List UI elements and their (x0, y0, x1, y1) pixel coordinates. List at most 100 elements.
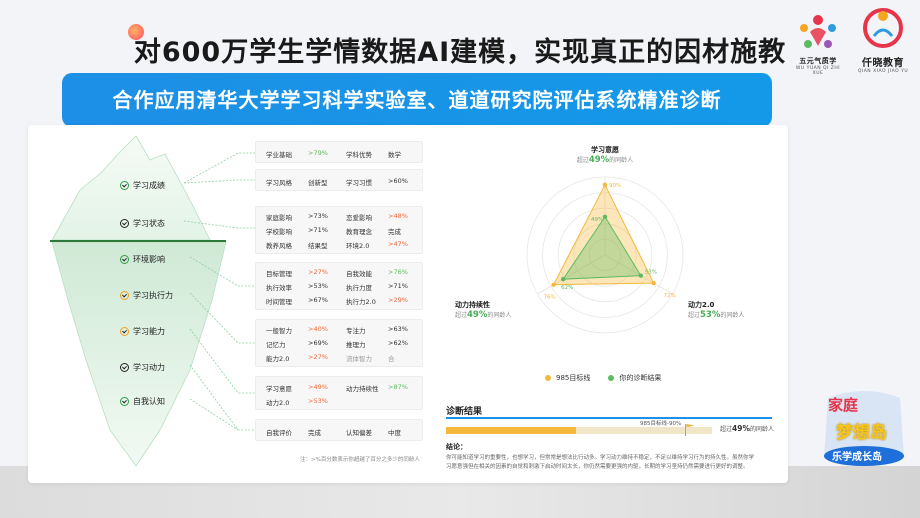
check-circle-icon (120, 181, 129, 190)
metric-value: >73% (308, 212, 328, 220)
check-circle-icon (120, 327, 129, 336)
radar-result-label: 49% (591, 217, 603, 223)
thumb-icon (120, 255, 129, 264)
iceberg-label: 环境影响 (133, 255, 165, 264)
metric-group-6: 学习意愿 >49% 动力持续性 >87% 动力2.0 >53% (255, 376, 423, 410)
radar-result-label: 62% (561, 285, 573, 291)
metric-value: >67% (308, 296, 328, 304)
metric-value: 完成 (308, 429, 321, 437)
iceberg-label: 学习成绩 (133, 181, 165, 190)
metric-label: 记忆力 (266, 341, 286, 349)
metric-label: 动力持续性 (346, 385, 379, 393)
diagnosis-title: 诊断结果 (446, 407, 483, 417)
metric-label: 专注力 (346, 327, 366, 335)
radar-target-label: 76% (544, 295, 556, 301)
page-title: 对600万学生学情数据AI建模，实现真正的因材施教 (133, 37, 787, 68)
check-circle-icon (120, 291, 129, 300)
metric-label: 环境2.0 (346, 242, 370, 250)
metric-label: 学校影响 (266, 228, 292, 236)
radar-axis-left-label: 动力持续性 超过49%的同龄人 (455, 300, 511, 320)
qianxiao-logo-icon (863, 8, 903, 48)
radar-result-point (638, 273, 644, 278)
iceberg-label: 学习执行力 (133, 291, 173, 300)
radar-result-polygon (562, 215, 642, 280)
metric-label: 目标管理 (266, 270, 292, 278)
metric-value: >53% (308, 397, 328, 405)
radar-result-point (560, 276, 566, 282)
conclusion-title: 结论： (446, 443, 467, 451)
wuyuan-logo-name: 五元气质学 (799, 57, 837, 65)
qianxiao-logo-sub: QIAN XIAO JIAO YU (857, 69, 909, 74)
metric-label: 家庭影响 (266, 214, 292, 222)
radar-axis-line (537, 254, 606, 295)
iceberg-item-7: 自我认知 (120, 396, 165, 407)
metric-value: >29% (388, 296, 408, 304)
metric-label: 执行效率 (266, 284, 292, 292)
metric-group-1: 学业基础 >79% 学科优势 数学 (255, 141, 423, 163)
metric-value: >27% (308, 268, 328, 276)
metric-label: 教养风格 (266, 242, 292, 250)
wuyuan-logo-icon (800, 15, 836, 48)
badge-graphic (824, 391, 904, 466)
radar-target-point (551, 282, 556, 287)
iceberg-item-6: 学习动力 (120, 362, 165, 373)
metric-value: >69% (308, 339, 328, 347)
metric-label: 学业基础 (266, 151, 292, 159)
metric-group-5: 一般智力 >40% 专注力 >63% 记忆力 >69% 推理力 >62% 能力2… (255, 319, 423, 367)
conclusion-line: 习愿意强但在相关的因素的自觉和刺激下启动时间太长，你仍然需要更强的内驱，长期的学… (446, 464, 749, 470)
radar-legend: 985目标线 你的诊断结果 (545, 373, 661, 383)
radar-target-label: 90% (609, 183, 621, 189)
radar-axis-sub: 超过49%的同龄人 (576, 155, 634, 165)
metric-value: >71% (388, 282, 408, 290)
radar-axis-sub: 超过53%的同龄人 (688, 310, 745, 320)
badge-line2: 梦想岛 (836, 423, 887, 443)
badge-line1: 家庭 (828, 396, 859, 414)
iceberg-label: 学习状态 (133, 219, 165, 228)
qianxiao-logo-name: 仟晓教育 (862, 58, 904, 69)
metric-value: 数学 (388, 151, 401, 159)
diagnosis-progress-fill (446, 427, 577, 434)
metric-label: 能力2.0 (266, 355, 290, 363)
metric-value: >47% (388, 240, 408, 248)
logo-qianxiao: 仟晓教育 QIAN XIAO JIAO YU (852, 6, 914, 74)
diagnosis-target-label: 985目标线-90% (640, 421, 682, 427)
title-decoration-dot (128, 24, 144, 40)
metric-value: >87% (388, 383, 408, 391)
metric-label: 推理力 (346, 341, 366, 349)
metric-label: 流体智力 (346, 355, 372, 363)
logo-wuyuan: 五元气质学 WU YUAN QI ZHI XUE (790, 12, 846, 76)
check-circle-icon (120, 219, 129, 228)
iceberg-item-5: 学习能力 (120, 326, 165, 337)
radar-axis-name: 学习意愿 (591, 146, 619, 154)
legend-dot-result (608, 375, 615, 381)
metric-label: 执行力度 (346, 284, 372, 292)
metric-value: >27% (308, 353, 328, 361)
metric-value: >76% (388, 268, 408, 276)
dream-island-badge: 家庭 梦想岛 乐学成长岛 (818, 388, 910, 472)
metric-value: >49% (308, 383, 328, 391)
check-circle-icon (120, 397, 129, 406)
metric-value: 创新型 (308, 179, 328, 187)
metric-group-3: 家庭影响 >73% 恋爱影响 >48% 学校影响 >71% 教育理念 完成 教养… (255, 206, 423, 254)
metric-value: >60% (388, 177, 408, 185)
legend-target-label: 985目标线 (556, 374, 591, 382)
badge-line3: 乐学成长岛 (832, 452, 882, 463)
radar-target-label: 72% (664, 293, 676, 299)
metric-value: >79% (308, 149, 328, 157)
subtitle-banner: 合作应用清华大学学习科学实验室、道道研究院评估系统精准诊断 (62, 73, 772, 127)
metric-label: 教育理念 (346, 228, 372, 236)
radar-axis-right-label: 动力2.0 超过53%的同龄人 (688, 300, 744, 320)
diagnosis-result-text: 超过49%的同龄人 (720, 424, 774, 433)
radar-result-label: 53% (645, 270, 657, 276)
radar-target-point (602, 182, 608, 187)
legend-result-label: 你的诊断结果 (619, 374, 662, 382)
metric-value: 中度 (388, 429, 401, 437)
metric-value: >48% (388, 212, 408, 220)
metric-label: 恋爱影响 (346, 214, 372, 222)
iceberg-item-3: 环境影响 (120, 254, 165, 265)
metric-label: 学习习惯 (346, 179, 372, 187)
metric-label: 自我评价 (266, 429, 292, 437)
flag-icon (686, 418, 696, 432)
footnote: 注：>%百分数表示你超越了百分之多少的同龄人 (300, 457, 420, 463)
metric-label: 学科优势 (346, 151, 372, 159)
